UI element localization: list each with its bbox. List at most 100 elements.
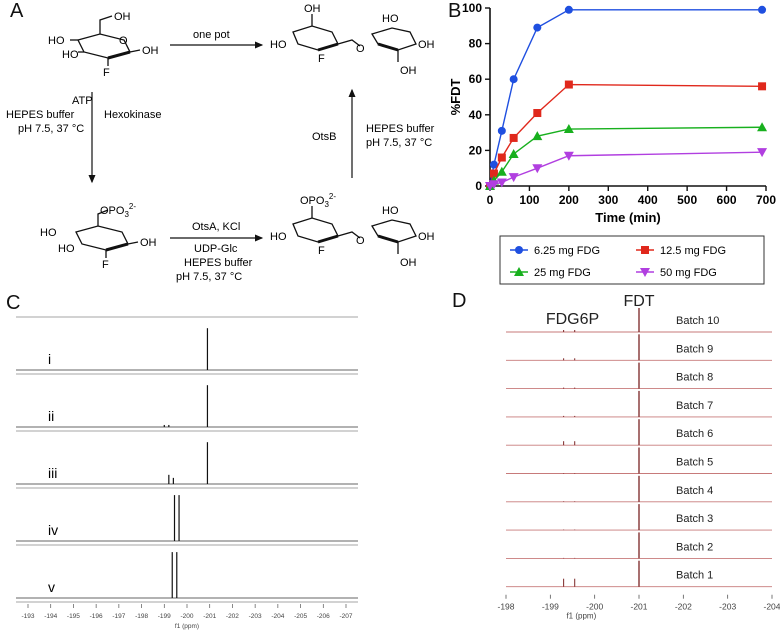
row-label-v: v — [48, 579, 55, 595]
fdg-oh-right: OH — [142, 45, 159, 57]
fdt-ho-left: HO — [270, 39, 287, 51]
data-point — [532, 164, 543, 174]
axis-tick-label: -198 — [497, 602, 514, 612]
axis-tick-label: -207 — [339, 613, 352, 620]
series-125-mg-FDG — [486, 80, 767, 190]
batch-label: Batch 8 — [676, 372, 713, 384]
fdt-f: F — [318, 53, 325, 65]
fdt6p-f: F — [318, 245, 325, 257]
fdg6p-ho-left: HO — [40, 227, 57, 239]
fdg-oh-top: OH — [114, 11, 131, 23]
fdt6p-o-bridge: O — [356, 235, 365, 247]
data-point — [489, 160, 498, 169]
y-tick-label: 40 — [469, 108, 483, 122]
axis-tick-label: -194 — [44, 613, 57, 620]
y-tick-label: 60 — [469, 72, 483, 86]
y-tick-label: 20 — [469, 143, 483, 157]
series-625-mg-FDG — [486, 5, 767, 190]
batch-label: Batch 2 — [676, 541, 713, 553]
x-axis-title: Time (min) — [595, 210, 661, 225]
y-tick-label: 100 — [462, 1, 482, 15]
series-50-mg-FDG — [485, 148, 768, 191]
row-label-i: i — [48, 351, 51, 367]
data-point — [564, 5, 573, 14]
axis-tick-label: -199 — [542, 602, 559, 612]
reaction-scheme: OH HO HO O OH F one pot OH HO F O HO OH … — [6, 3, 435, 283]
ph-label-right: pH 7.5, 37 °C — [366, 137, 432, 149]
axis-tick-label: -206 — [317, 613, 330, 620]
panel-label-b: B — [448, 0, 462, 22]
x-tick-label: 500 — [677, 193, 697, 207]
data-point — [758, 82, 767, 91]
legend-marker — [641, 246, 649, 254]
fdg6p-structure — [75, 209, 139, 258]
batch-label: Batch 1 — [676, 570, 713, 582]
axis-tick-label: -202 — [226, 613, 239, 620]
data-point — [563, 151, 574, 161]
atp-label: ATP — [72, 95, 93, 107]
batch-label: Batch 7 — [676, 400, 713, 412]
axis-tick-label: -200 — [586, 602, 603, 612]
panel-label-a: A — [10, 0, 24, 22]
one-pot-label: one pot — [193, 29, 230, 41]
batch-label: Batch 4 — [676, 485, 713, 497]
data-point — [757, 122, 768, 132]
legend-marker — [514, 267, 524, 276]
fdt6p-opo3: OPO32- — [300, 192, 336, 209]
batch-label: Batch 6 — [676, 428, 713, 440]
axis-tick-label: -203 — [249, 613, 262, 620]
legend-label: 25 mg FDG — [534, 267, 591, 279]
fdg-ho-bottom: HO — [62, 49, 79, 61]
data-point — [758, 5, 767, 14]
legend-label: 50 mg FDG — [660, 267, 717, 279]
row-label-ii: ii — [48, 408, 54, 424]
fdt-structure — [292, 14, 417, 62]
series-line — [489, 126, 763, 187]
series-25-mg-FDG — [485, 122, 768, 190]
data-point — [508, 173, 519, 183]
fdt6p-ho-left: HO — [270, 231, 287, 243]
y-axis-title: %FDT — [448, 79, 463, 116]
otsa-label: OtsA, KCl — [192, 221, 240, 233]
axis-tick-label: -195 — [67, 613, 80, 620]
udp-glc-label: UDP-Glc — [194, 243, 238, 255]
data-point — [509, 133, 518, 142]
fdg6p-label: FDG6P — [546, 311, 599, 328]
hepes-label-bottom: HEPES buffer — [184, 257, 253, 269]
fdt6p-structure — [292, 206, 417, 254]
data-point — [488, 180, 499, 190]
series-line — [489, 151, 763, 187]
fdt-label: FDT — [623, 293, 654, 310]
fdt-o-bridge: O — [356, 43, 365, 55]
axis-tick-label: -197 — [112, 613, 125, 620]
data-point — [496, 166, 507, 176]
chart-legend: 6.25 mg FDG 12.5 mg FDG 25 mg FDG 50 mg FDG — [499, 235, 765, 285]
otsb-label: OtsB — [312, 131, 336, 143]
panel-label-c: C — [6, 292, 21, 314]
axis-tick-label: -204 — [271, 613, 284, 620]
data-point — [563, 124, 574, 134]
axis-tick-label: -202 — [675, 602, 692, 612]
fdg6p-opo3: OPO32- — [100, 202, 136, 219]
fdg-o-ring: O — [119, 35, 128, 47]
fdg6p-f: F — [102, 259, 109, 271]
nmr-panel-d: FDG6P FDT Batch 10 Batch 9 Batch 8 Batch 7 Bat… — [497, 293, 780, 621]
axis-tick-label: -199 — [158, 613, 171, 620]
y-tick-label: 0 — [475, 179, 482, 193]
fdt6p-ho-right-top: HO — [382, 205, 399, 217]
y-tick-label: 80 — [469, 37, 483, 51]
data-point — [757, 148, 768, 158]
batch-label: Batch 5 — [676, 457, 713, 469]
axis-tick-label: -204 — [763, 602, 780, 612]
panel-label-d: D — [452, 290, 467, 312]
x-tick-label: 0 — [487, 193, 494, 207]
axis-tick-label: -201 — [203, 613, 216, 620]
fdt-ho-right-top: HO — [382, 13, 399, 25]
fdg-f: F — [103, 67, 110, 79]
batch-label: Batch 3 — [676, 513, 713, 525]
x-tick-label: 700 — [756, 193, 776, 207]
hexokinase-label: Hexokinase — [104, 109, 161, 121]
axis-tick-label: -196 — [90, 613, 103, 620]
batch-label: Batch 10 — [676, 315, 719, 327]
